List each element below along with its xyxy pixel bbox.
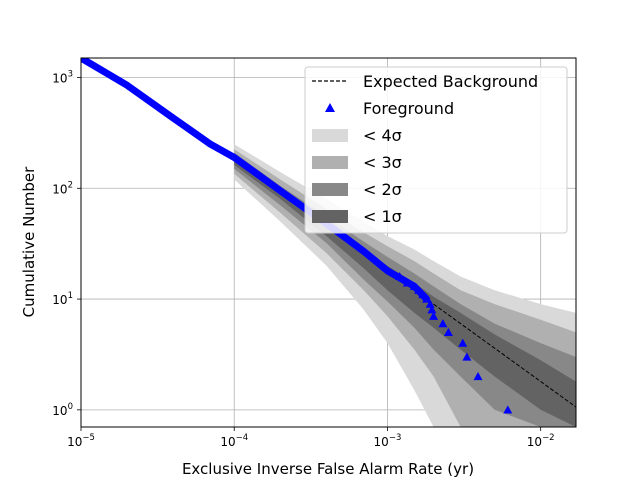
- x-axis-label: Exclusive Inverse False Alarm Rate (yr): [182, 460, 474, 478]
- legend-label: < 1σ: [363, 207, 402, 226]
- legend: Expected Background Foreground < 4σ < 3σ < 2…: [304, 66, 568, 234]
- y-tick-label: 100: [52, 402, 73, 418]
- y-axis-label: Cumulative Number: [20, 166, 38, 317]
- x-tick-label: 10−3: [374, 433, 402, 449]
- foreground-point: [409, 281, 419, 291]
- legend-swatch-band: [312, 183, 348, 196]
- y-axis-ticks: 100 101 102 103: [52, 70, 81, 418]
- foreground-point: [462, 352, 472, 361]
- foreground-point: [438, 319, 448, 328]
- legend-label: < 4σ: [363, 126, 402, 145]
- foreground-point: [395, 271, 405, 281]
- plot-frame: [80, 57, 577, 428]
- foreground-point: [473, 371, 483, 381]
- legend-label: Foreground: [363, 99, 454, 118]
- legend-label: < 2σ: [363, 180, 402, 199]
- legend-box: [304, 66, 568, 234]
- foreground-point: [429, 311, 439, 320]
- foreground-point: [418, 289, 428, 299]
- legend-swatch-triangle: [325, 103, 335, 112]
- legend-label: < 3σ: [363, 153, 402, 172]
- foreground-point: [427, 305, 437, 314]
- foreground-point: [422, 294, 432, 303]
- legend-swatch-band: [312, 156, 348, 169]
- y-tick-label: 102: [52, 180, 73, 196]
- legend-swatch-band: [312, 210, 348, 223]
- foreground-point: [443, 327, 453, 337]
- x-tick-label: 10−2: [527, 433, 555, 449]
- x-tick-label: 10−4: [220, 433, 248, 449]
- foreground-point: [414, 285, 424, 294]
- foreground-point: [458, 338, 468, 347]
- foreground-point: [402, 278, 412, 287]
- foreground-dense-trace: [81, 58, 431, 303]
- legend-swatch-band: [312, 129, 348, 142]
- foreground-point: [425, 299, 435, 308]
- legend-label: Expected Background: [363, 72, 538, 91]
- y-tick-label: 101: [52, 291, 73, 307]
- y-tick-label: 103: [52, 70, 73, 86]
- x-tick-label: 10−5: [67, 433, 95, 449]
- x-axis-ticks: 10−5 10−4 10−3 10−2: [67, 427, 555, 449]
- foreground-point: [503, 405, 513, 414]
- foreground-series: [81, 58, 513, 414]
